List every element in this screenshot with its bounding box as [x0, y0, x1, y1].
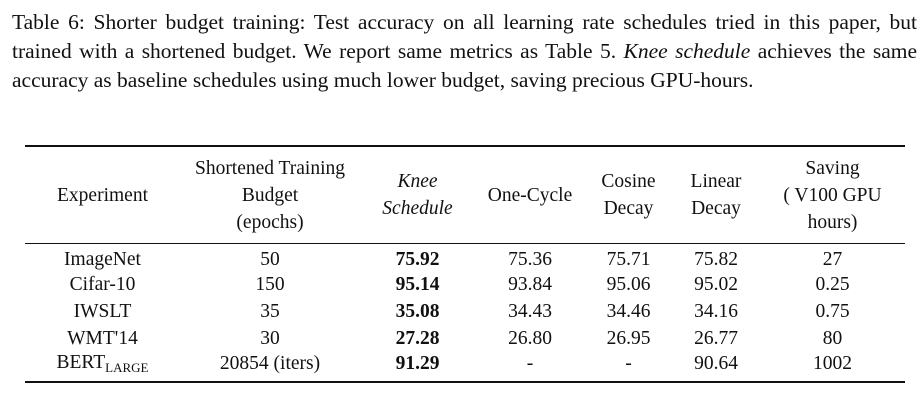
table-cell: 0.75 — [815, 300, 850, 322]
table-cell: 0.25 — [815, 273, 850, 295]
table-cell: 35.08 — [395, 300, 440, 322]
header-line: Schedule — [382, 198, 453, 219]
table-header: Experiment Shortened Training Budget (epoch… — [25, 146, 905, 244]
table-cell: - — [625, 353, 632, 374]
header-line: Linear — [690, 171, 742, 192]
header-line: (epochs) — [236, 211, 304, 233]
header-cell: One-Cycle — [475, 146, 585, 244]
table-cell: 150 — [255, 273, 285, 295]
header-line: Decay — [691, 198, 741, 219]
caption-text: achieves the same accuracy as baseline s… — [12, 39, 918, 92]
table-cell: IWSLT — [73, 300, 132, 322]
table-cell: - — [526, 353, 534, 374]
table-cell: 80 — [822, 327, 843, 349]
table-cell: 90.64 — [694, 353, 738, 374]
header-line: One-Cycle — [487, 184, 573, 206]
table-cell: 95.02 — [694, 273, 738, 295]
header-cell: Knee Schedule — [360, 146, 475, 244]
table-cell: 95.14 — [395, 273, 440, 295]
caption-text: Shorter budget training: Test accuracy o… — [12, 10, 918, 63]
table-cell: Cifar-10 — [69, 273, 136, 295]
table-cell: 20854 (iters) — [219, 353, 321, 374]
table-row: BERTLARGE 20854 (iters) 91.29 - - 90.64 1002 — [25, 352, 905, 382]
table-cell: 27.28 — [395, 327, 440, 349]
table-cell: 50 — [260, 249, 280, 270]
table-row: IWSLT 35 35.08 34.43 34.46 34.16 0.75 — [25, 298, 905, 325]
table-cell: 26.77 — [694, 327, 738, 349]
cell-subscript: LARGE — [105, 360, 149, 375]
header-cell: Saving ( V100 GPU hours) — [760, 146, 905, 244]
table-row: WMT'14 30 27.28 26.80 26.95 26.77 80 — [25, 325, 905, 352]
table-cell: 26.95 — [606, 327, 651, 349]
table-cell: 93.84 — [508, 273, 552, 295]
header-line: Saving — [805, 157, 860, 179]
table-cell: 75.36 — [508, 249, 552, 270]
header-line: Knee — [397, 171, 438, 192]
caption-label: Table 6: — [12, 10, 85, 34]
table-cell: 34.16 — [694, 300, 738, 322]
table-cell: 27 — [822, 249, 843, 270]
table-cell: 34.43 — [508, 300, 552, 322]
table-cell: 75.92 — [395, 249, 440, 270]
header-line: Cosine — [601, 171, 656, 192]
table-cell: 1002 — [813, 353, 852, 374]
table-cell: 26.80 — [508, 327, 552, 349]
table-cell: 75.71 — [606, 249, 651, 270]
header-cell: Shortened Training Budget (epochs) — [180, 146, 360, 244]
header-cell: Cosine Decay — [585, 146, 672, 244]
table-cell: 34.46 — [606, 300, 651, 322]
table-cell: 30 — [260, 327, 280, 349]
table-body: ImageNet 50 75.92 75.36 75.71 75.82 27 Cifar-10… — [25, 244, 905, 382]
header-cell: Experiment — [25, 146, 180, 244]
header-line: Decay — [603, 198, 654, 219]
table-cell: 91.29 — [395, 353, 440, 374]
table-cell: 95.06 — [606, 273, 651, 295]
caption-emphasis: Knee schedule — [623, 39, 751, 63]
header-row: Experiment Shortened Training Budget (epoch… — [25, 146, 905, 244]
header-line: Budget — [241, 184, 299, 206]
table-cell: ImageNet — [64, 249, 141, 270]
table-cell: WMT'14 — [67, 327, 138, 349]
header-line: Shortened Training — [194, 157, 346, 179]
header-line: hours) — [807, 211, 858, 233]
caption: Table 6: Shorter budget training: Test a… — [12, 8, 917, 95]
header-line: Experiment — [57, 184, 148, 206]
table-row: ImageNet 50 75.92 75.36 75.71 75.82 27 — [25, 244, 905, 272]
table-cell: BERTLARGE — [25, 352, 180, 382]
cell-text: BERT — [56, 352, 106, 373]
header-cell: Linear Decay — [672, 146, 760, 244]
table-cell: 35 — [260, 300, 280, 322]
table-cell: 75.82 — [694, 249, 738, 270]
table-row: Cifar-10 150 95.14 93.84 95.06 95.02 0.25 — [25, 271, 905, 298]
results-table: Experiment Shortened Training Budget (epoch… — [25, 145, 905, 383]
header-line: ( V100 GPU — [783, 184, 882, 206]
